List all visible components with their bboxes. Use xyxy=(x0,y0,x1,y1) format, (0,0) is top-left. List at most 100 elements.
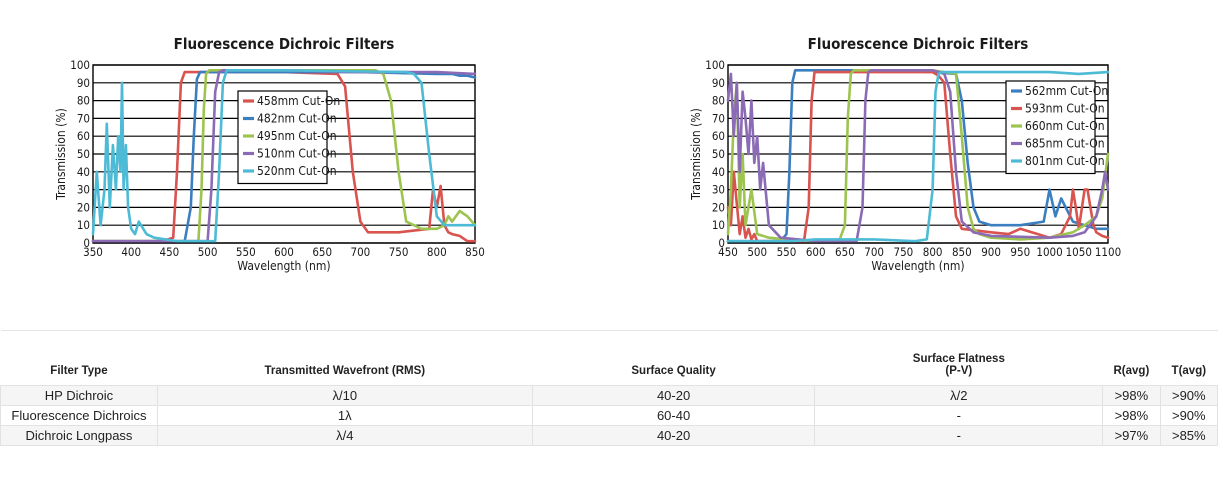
legend-label: 660nm Cut-On xyxy=(1025,119,1105,133)
x-tick-label: 1100 xyxy=(1095,245,1121,259)
legend-label: 482nm Cut-On xyxy=(257,112,337,126)
cell-flatness: - xyxy=(814,425,1104,446)
series-line-0 xyxy=(726,68,1110,243)
cell-t-avg: >90% xyxy=(1159,385,1219,406)
chart-title: Fluorescence Dichroic Filters xyxy=(174,35,395,53)
x-tick-label: 500 xyxy=(198,245,218,259)
cell-r-avg: >97% xyxy=(1102,425,1161,446)
table-row: HP Dichroic λ/10 40-20 λ/2 >98% >90% xyxy=(0,385,1219,406)
table-row: Dichroic Longpass λ/4 40-20 - >97% >85% xyxy=(0,425,1219,446)
y-tick-label: 50 xyxy=(712,147,725,161)
y-tick-label: 100 xyxy=(70,58,90,72)
y-tick-label: 90 xyxy=(712,76,725,90)
table-row: Fluorescence Dichroics 1λ 60-40 - >98% >… xyxy=(0,405,1219,426)
series-line-1 xyxy=(91,70,477,243)
header-flatness-line2: (P-V) xyxy=(945,365,973,377)
x-tick-label: 850 xyxy=(465,245,485,259)
chart-left-svg: Fluorescence Dichroic Filters 0 10 20 30 40 50… xyxy=(54,35,485,273)
x-tick-label: 650 xyxy=(835,245,855,259)
legend-label: 562mm Cut-On xyxy=(1025,84,1108,98)
x-tick-label: 700 xyxy=(351,245,371,259)
cell-surface-quality: 40-20 xyxy=(531,425,816,446)
y-tick-label: 0 xyxy=(83,236,90,250)
chart-left: Fluorescence Dichroic Filters 0 10 20 30 40 50… xyxy=(40,30,500,295)
x-tick-label: 950 xyxy=(1010,245,1030,259)
chart-right-svg: Fluorescence Dichroic Filters 0 10 20 30 40 50… xyxy=(689,35,1121,273)
x-tick-label: 850 xyxy=(952,245,972,259)
x-tick-label: 450 xyxy=(718,245,738,259)
cell-filter-type: Dichroic Longpass xyxy=(0,425,158,446)
x-tick-label: 550 xyxy=(777,245,797,259)
cell-surface-quality: 40-20 xyxy=(531,385,816,406)
x-tick-label: 400 xyxy=(121,245,141,259)
cell-wavefront: λ/10 xyxy=(156,385,533,406)
y-tick-label: 50 xyxy=(77,147,90,161)
x-tick-label: 900 xyxy=(981,245,1001,259)
y-tick-label: 0 xyxy=(718,236,725,250)
series-line-1 xyxy=(726,70,1110,243)
cell-t-avg: >90% xyxy=(1159,405,1219,426)
header-flatness-line1: Surface Flatness xyxy=(912,353,1005,365)
x-tick-label: 600 xyxy=(806,245,826,259)
y-tick-label: 60 xyxy=(712,129,725,143)
specs-header-row: Filter Type Transmitted Wavefront (RMS) … xyxy=(0,330,1218,386)
y-tick-label: 20 xyxy=(77,200,90,214)
y-tick-label: 20 xyxy=(712,200,725,214)
cell-filter-type: Fluorescence Dichroics xyxy=(0,405,158,426)
cell-flatness: λ/2 xyxy=(814,385,1104,406)
y-axis-label: Transmission (%) xyxy=(54,108,68,201)
chart-title: Fluorescence Dichroic Filters xyxy=(808,35,1029,53)
y-axis-label: Transmission (%) xyxy=(689,108,703,201)
legend-label: 495nm Cut-On xyxy=(257,129,337,143)
x-axis-label: Wavelength (nm) xyxy=(871,259,964,273)
x-tick-label: 750 xyxy=(389,245,409,259)
header-surface-quality: Surface Quality xyxy=(532,330,815,386)
y-tick-label: 90 xyxy=(77,76,90,90)
cell-filter-type: HP Dichroic xyxy=(0,385,158,406)
x-axis-label: Wavelength (nm) xyxy=(237,259,330,273)
cell-r-avg: >98% xyxy=(1102,385,1161,406)
x-tick-label: 800 xyxy=(427,245,447,259)
x-tick-label: 450 xyxy=(160,245,180,259)
legend-label: 458mm Cut-On xyxy=(257,94,340,108)
legend-label: 801nm Cut-On xyxy=(1025,154,1105,168)
y-tick-label: 10 xyxy=(77,218,90,232)
y-tick-label: 80 xyxy=(712,94,725,108)
y-tick-label: 40 xyxy=(77,165,90,179)
series-line-2 xyxy=(91,68,477,243)
y-tick-label: 60 xyxy=(77,129,90,143)
y-tick-label: 10 xyxy=(712,218,725,232)
y-tick-label: 80 xyxy=(77,94,90,108)
cell-flatness: - xyxy=(814,405,1104,426)
y-tick-label: 30 xyxy=(712,183,725,197)
header-wavefront: Transmitted Wavefront (RMS) xyxy=(157,330,533,386)
legend-label: 520nm Cut-On xyxy=(257,164,337,178)
cell-surface-quality: 60-40 xyxy=(531,405,816,426)
x-tick-label: 800 xyxy=(923,245,943,259)
x-tick-label: 750 xyxy=(894,245,914,259)
legend-label: 593nm Cut-On xyxy=(1025,102,1105,116)
header-t-avg: T(avg) xyxy=(1160,330,1218,386)
x-tick-label: 350 xyxy=(83,245,103,259)
cell-t-avg: >85% xyxy=(1159,425,1219,446)
x-tick-label: 550 xyxy=(236,245,256,259)
cell-wavefront: λ/4 xyxy=(156,425,533,446)
series-line-4 xyxy=(91,68,477,243)
series-line-4 xyxy=(726,70,1110,243)
chart-right: Fluorescence Dichroic Filters 0 10 20 30 40 50… xyxy=(675,30,1145,295)
cell-r-avg: >98% xyxy=(1102,405,1161,426)
x-tick-label: 650 xyxy=(312,245,332,259)
x-tick-label: 1000 xyxy=(1036,245,1062,259)
legend-label: 510nm Cut-On xyxy=(257,147,337,161)
x-tick-label: 600 xyxy=(274,245,294,259)
cell-wavefront: 1λ xyxy=(156,405,533,426)
y-tick-label: 70 xyxy=(77,111,90,125)
header-r-avg: R(avg) xyxy=(1102,330,1161,386)
y-tick-label: 30 xyxy=(77,183,90,197)
legend-label: 685nm Cut-On xyxy=(1025,137,1105,151)
header-surface-flatness: Surface Flatness (P-V) xyxy=(814,330,1103,386)
y-tick-label: 70 xyxy=(712,111,725,125)
x-tick-label: 500 xyxy=(747,245,767,259)
x-tick-label: 700 xyxy=(864,245,884,259)
header-filter-type: Filter Type xyxy=(0,330,158,386)
